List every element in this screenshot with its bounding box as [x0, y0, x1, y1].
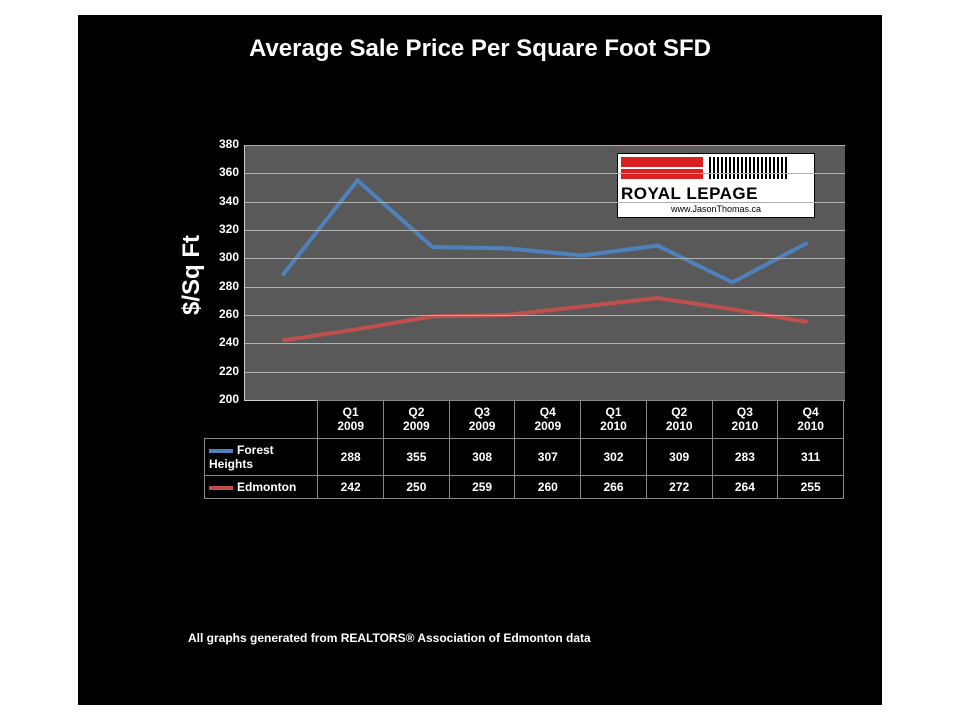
y-tick-label: 320 [204, 222, 239, 236]
series-name-cell: Edmonton [205, 475, 318, 498]
table-category-header: Q22009 [384, 401, 450, 439]
y-tick-label: 300 [204, 250, 239, 264]
table-category-header: Q22010 [646, 401, 712, 439]
data-cell: 266 [581, 475, 647, 498]
chart-panel: Average Sale Price Per Square Foot SFD $… [78, 15, 882, 705]
logo-badge: ROYAL LEPAGE www.JasonThomas.ca [617, 153, 815, 218]
data-cell: 288 [318, 438, 384, 475]
y-tick-label: 280 [204, 279, 239, 293]
gridline [245, 287, 845, 288]
legend-swatch [209, 486, 233, 490]
y-axis-label: $/Sq Ft [178, 235, 206, 315]
legend-swatch [209, 449, 233, 453]
data-cell: 311 [778, 438, 844, 475]
table-header-row: Q12009Q22009Q32009Q42009Q12010Q22010Q320… [205, 401, 844, 439]
gridline [245, 173, 845, 174]
gridline [245, 258, 845, 259]
data-cell: 283 [712, 438, 778, 475]
y-tick-label: 200 [204, 392, 239, 406]
gridline [245, 145, 845, 146]
series-name-cell: Forest Heights [205, 438, 318, 475]
plot-area: ROYAL LEPAGE www.JasonThomas.ca [244, 145, 845, 401]
data-cell: 272 [646, 475, 712, 498]
data-cell: 264 [712, 475, 778, 498]
data-cell: 308 [449, 438, 515, 475]
table-row: Forest Heights288355308307302309283311 [205, 438, 844, 475]
data-cell: 307 [515, 438, 581, 475]
data-cell: 250 [384, 475, 450, 498]
y-tick-label: 340 [204, 194, 239, 208]
y-tick-label: 260 [204, 307, 239, 321]
data-cell: 355 [384, 438, 450, 475]
table-body: Forest Heights288355308307302309283311Ed… [205, 438, 844, 498]
y-tick-label: 380 [204, 137, 239, 151]
y-tick-label: 360 [204, 165, 239, 179]
gridline [245, 315, 845, 316]
table-category-header: Q12010 [581, 401, 647, 439]
gridline [245, 343, 845, 344]
table-category-header: Q42009 [515, 401, 581, 439]
table-category-header: Q42010 [778, 401, 844, 439]
data-cell: 242 [318, 475, 384, 498]
gridline [245, 230, 845, 231]
y-tick-label: 220 [204, 364, 239, 378]
table-category-header: Q32010 [712, 401, 778, 439]
chart-title: Average Sale Price Per Square Foot SFD [78, 15, 882, 63]
table-category-header: Q32009 [449, 401, 515, 439]
table-blank-header [205, 401, 318, 439]
table-category-header: Q12009 [318, 401, 384, 439]
logo-subtext: www.JasonThomas.ca [621, 204, 811, 214]
data-table: Q12009Q22009Q32009Q42009Q12010Q22010Q320… [204, 400, 844, 499]
data-cell: 260 [515, 475, 581, 498]
series-line [283, 298, 808, 341]
data-cell: 259 [449, 475, 515, 498]
footnote: All graphs generated from REALTORS® Asso… [188, 631, 591, 645]
y-tick-label: 240 [204, 335, 239, 349]
data-cell: 255 [778, 475, 844, 498]
gridline [245, 372, 845, 373]
data-cell: 309 [646, 438, 712, 475]
data-cell: 302 [581, 438, 647, 475]
table-row: Edmonton242250259260266272264255 [205, 475, 844, 498]
gridline [245, 202, 845, 203]
chart-area: ROYAL LEPAGE www.JasonThomas.ca Q12009Q2… [204, 145, 844, 565]
